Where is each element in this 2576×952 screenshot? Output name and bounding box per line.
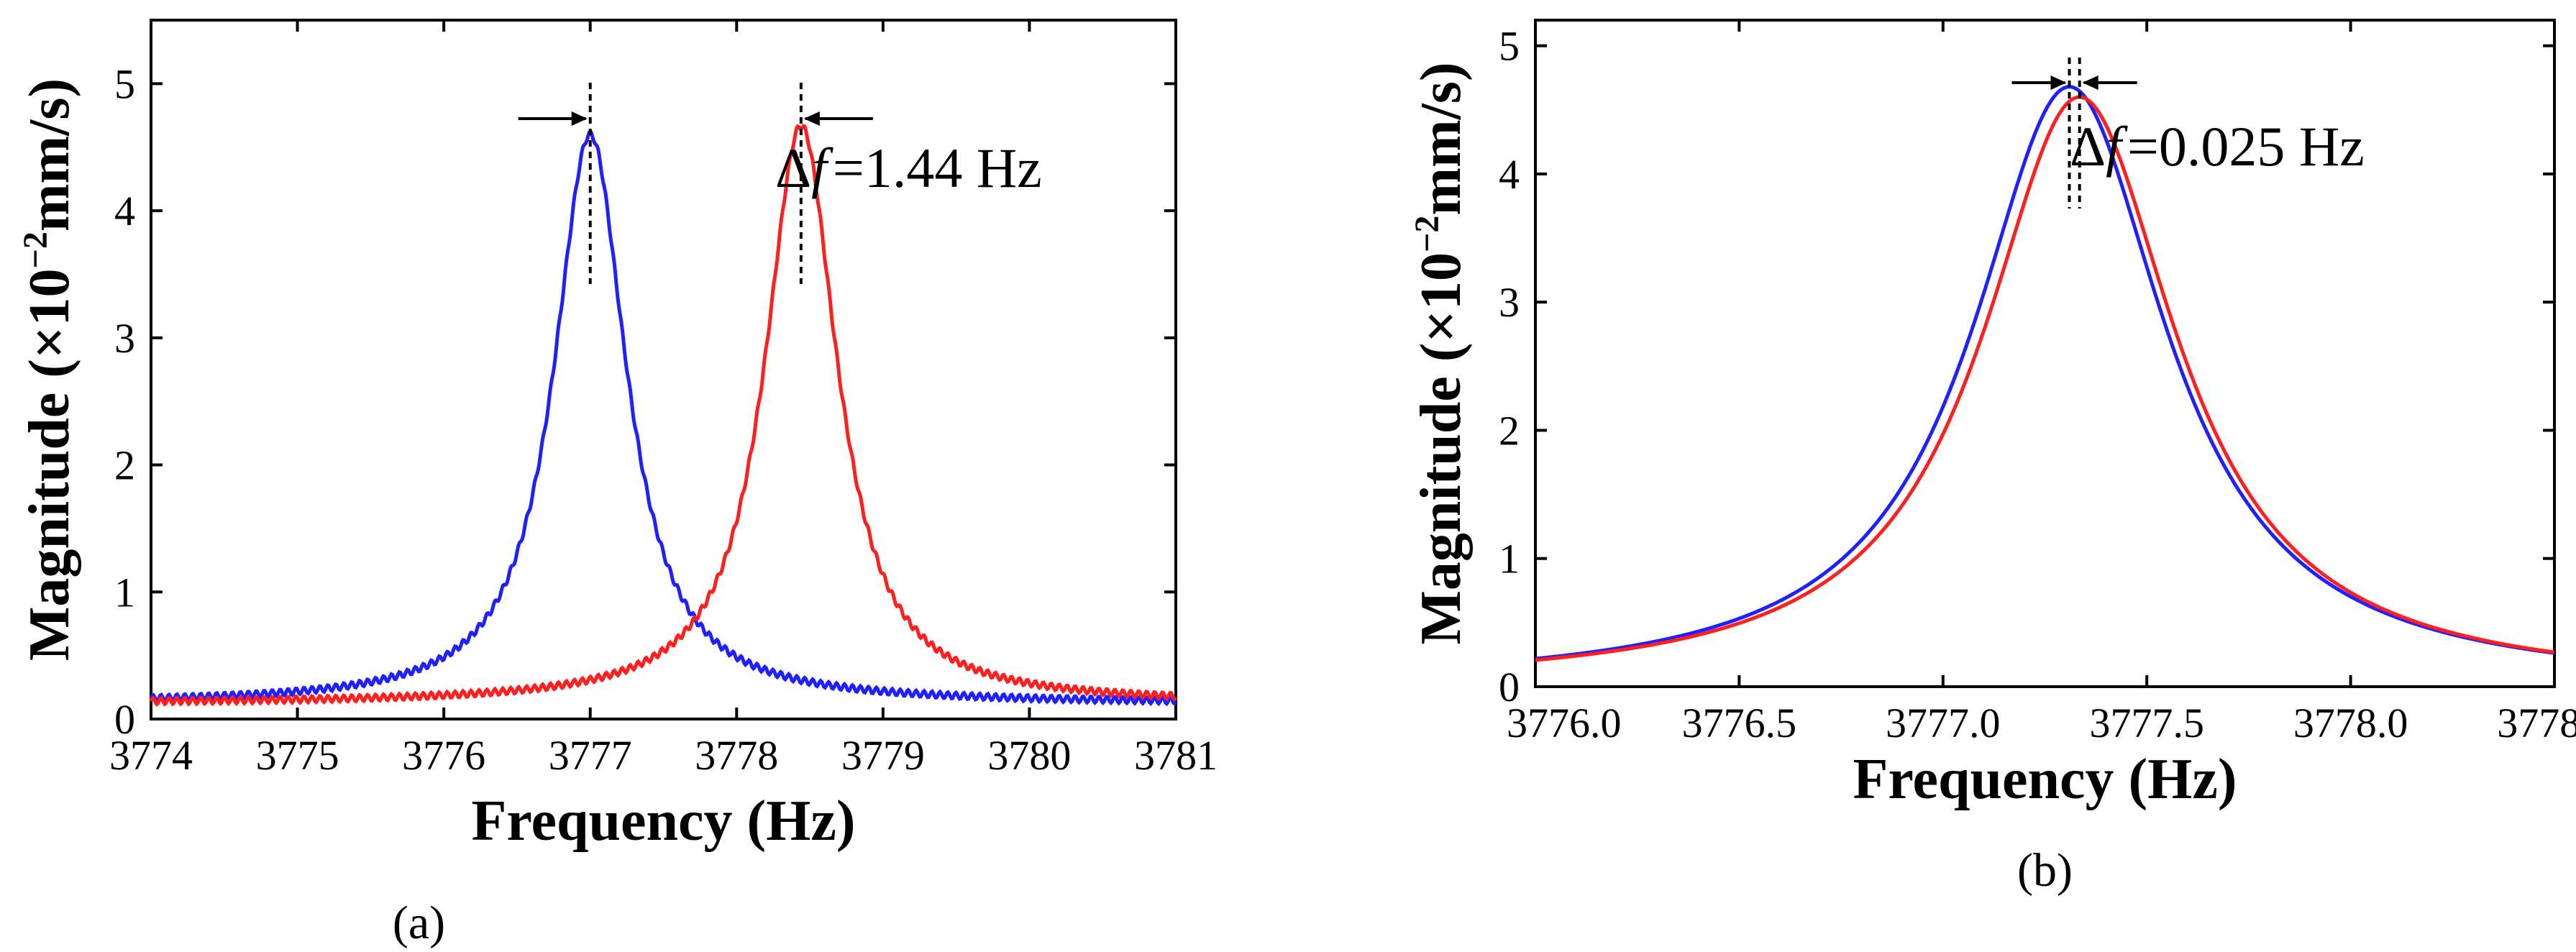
x-axis-label: Frequency (Hz) bbox=[472, 789, 856, 853]
x-tick-label: 3779 bbox=[841, 732, 925, 779]
y-tick-label: 4 bbox=[1499, 151, 1520, 198]
y-label-main: Magnitude (×10 bbox=[1410, 252, 1473, 645]
y-tick-label: 2 bbox=[114, 442, 135, 489]
x-tick-label: 3777.0 bbox=[1886, 700, 2001, 746]
delta-arrowhead-left bbox=[571, 111, 588, 126]
x-tick-label: 3778 bbox=[695, 732, 778, 779]
f-symbol: f bbox=[811, 137, 833, 199]
x-tick-label: 3780 bbox=[987, 732, 1071, 779]
x-tick-label: 3778.5 bbox=[2497, 700, 2576, 746]
panel-a: 3774 3775 3776 3777 3778 3779 3780 3781 0 1 2 3 4 5 Δf… bbox=[17, 19, 1218, 949]
x-axis-label: Frequency (Hz) bbox=[1853, 748, 2237, 811]
series-line-red bbox=[1535, 95, 2555, 662]
x-tick-label: 3777.5 bbox=[2089, 700, 2204, 746]
x-tick-label: 3777 bbox=[549, 732, 632, 779]
y-tick-label: 5 bbox=[114, 60, 135, 107]
x-tick-label: 3778.0 bbox=[2293, 700, 2408, 746]
x-tick-label: 3776 bbox=[402, 732, 485, 779]
delta-value: =1.44 Hz bbox=[833, 137, 1042, 199]
series-line-blue bbox=[1535, 85, 2555, 661]
x-tick-label: 3776.5 bbox=[1682, 700, 1797, 746]
y-label-unit: mm/s) bbox=[18, 78, 81, 232]
y-tick-label: 5 bbox=[1499, 23, 1520, 70]
panel-label: (b) bbox=[2017, 844, 2073, 897]
plot-frame bbox=[1534, 19, 2556, 688]
x-tick-label: 3775 bbox=[256, 732, 339, 779]
y-tick-label: 4 bbox=[114, 188, 135, 234]
y-label-exponent: −2 bbox=[1408, 216, 1446, 252]
y-axis-label: Magnitude (×10−2mm/s) bbox=[17, 78, 81, 661]
y-tick-label: 0 bbox=[1499, 664, 1520, 710]
panel-b: 3776.0 3776.5 3777.0 3777.5 3778.0 3778.5 0 1 2 3… bbox=[1408, 19, 2576, 897]
delta-arrowhead-left bbox=[2050, 75, 2067, 90]
y-tick-label: 0 bbox=[114, 696, 135, 743]
y-label-exponent: −2 bbox=[17, 232, 55, 268]
delta-arrowhead-right bbox=[2082, 75, 2098, 90]
x-tick-label: 3776.0 bbox=[1507, 700, 1622, 746]
y-tick-label: 1 bbox=[1499, 536, 1520, 582]
delta-annotation: Δf =1.44 Hz bbox=[775, 137, 1042, 199]
x-tick-label: 3774 bbox=[109, 732, 193, 779]
delta-value: =0.025 Hz bbox=[2127, 115, 2365, 178]
delta-arrowhead-right bbox=[803, 111, 820, 126]
y-axis-label: Magnitude (×10−2mm/s) bbox=[1408, 62, 1473, 644]
series-line-blue bbox=[149, 129, 1177, 707]
x-tick-label: 3781 bbox=[1134, 732, 1218, 779]
y-tick-label: 3 bbox=[1499, 279, 1520, 326]
delta-symbol: Δ bbox=[775, 137, 811, 199]
panel-label: (a) bbox=[393, 897, 445, 949]
y-tick-label: 2 bbox=[1499, 407, 1520, 454]
y-label-main: Magnitude (×10 bbox=[18, 269, 81, 662]
plot-frame bbox=[150, 19, 1177, 720]
series-line-red bbox=[149, 124, 1177, 707]
y-label-unit: mm/s) bbox=[1410, 62, 1473, 215]
y-tick-label: 3 bbox=[114, 315, 135, 362]
delta-annotation: Δf =0.025 Hz bbox=[2070, 115, 2365, 178]
delta-symbol: Δ bbox=[2070, 115, 2106, 178]
y-tick-label: 1 bbox=[114, 569, 135, 615]
